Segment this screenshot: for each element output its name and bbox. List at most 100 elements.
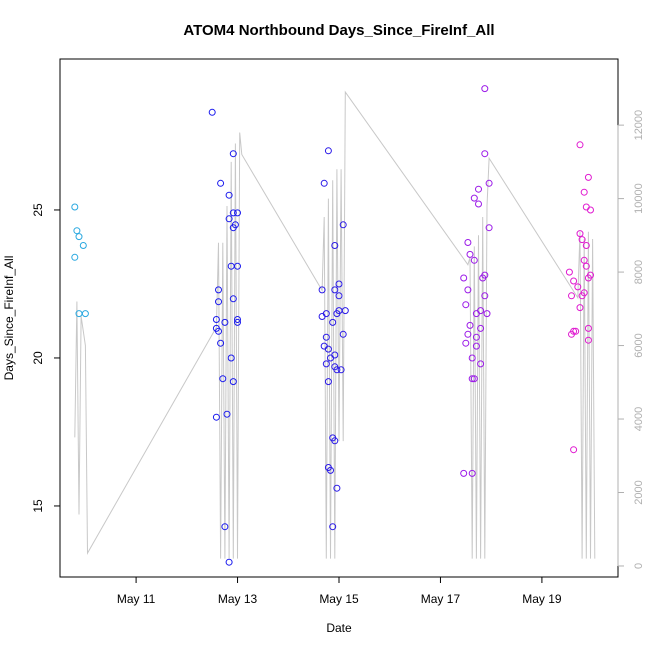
data-point	[217, 179, 225, 187]
data-point	[215, 298, 222, 306]
data-point	[479, 274, 487, 282]
y-tick-label: 20	[31, 351, 45, 365]
y-axis-left: 15 20 25	[31, 203, 60, 513]
data-point	[339, 221, 347, 229]
data-point	[580, 256, 588, 264]
right-axis-line-series	[74, 90, 596, 559]
data-point	[71, 203, 79, 211]
x-tick-label: May 17	[421, 592, 461, 606]
data-point	[329, 318, 337, 326]
data-point	[472, 333, 480, 341]
data-point	[584, 274, 592, 282]
y-axis-right: 0 2000 4000 6000 8000 10000 12000	[617, 110, 645, 569]
data-point	[229, 209, 237, 217]
data-point	[75, 233, 83, 241]
data-point	[320, 179, 328, 187]
data-point	[584, 173, 592, 181]
x-tick-label: May 11	[117, 592, 156, 606]
data-point	[570, 446, 578, 454]
x-tick-label: May 15	[319, 592, 359, 606]
data-point	[221, 523, 229, 531]
data-point	[570, 277, 578, 285]
data-point	[337, 366, 345, 374]
data-point	[472, 342, 480, 350]
y2-tick-label: 0	[633, 563, 645, 569]
data-point	[462, 301, 470, 309]
data-point	[481, 292, 489, 300]
data-point	[327, 354, 334, 362]
data-point	[212, 413, 220, 421]
data-point	[234, 316, 241, 323]
data-point	[79, 242, 87, 249]
data-point	[572, 327, 580, 335]
data-point	[327, 466, 334, 474]
data-point	[468, 469, 476, 477]
data-point	[582, 242, 590, 249]
chart-title: ATOM4 Northbound Days_Since_FireInf_All	[183, 22, 494, 39]
data-point	[470, 375, 478, 383]
data-point	[71, 253, 79, 261]
data-point	[225, 215, 233, 223]
data-point	[576, 141, 584, 149]
data-point	[462, 339, 470, 347]
data-point	[322, 360, 330, 368]
y2-tick-label: 10000	[633, 183, 645, 214]
y-tick-label: 25	[31, 203, 45, 217]
x-tick-label: May 19	[522, 592, 562, 606]
data-point	[229, 150, 237, 158]
data-point	[466, 250, 474, 258]
data-point	[234, 209, 241, 217]
data-point	[329, 523, 337, 531]
data-point	[223, 410, 231, 418]
data-point	[73, 227, 81, 235]
data-point	[582, 203, 590, 211]
data-point	[225, 558, 233, 566]
data-point	[333, 484, 341, 492]
data-point	[341, 307, 349, 315]
data-point	[580, 188, 588, 196]
data-point	[331, 286, 339, 294]
y-tick-label: 15	[31, 499, 45, 513]
y2-tick-label: 12000	[633, 110, 645, 141]
data-point	[331, 242, 339, 249]
data-point	[576, 304, 584, 312]
data-point	[576, 230, 584, 238]
data-point	[322, 333, 330, 341]
line-series-path	[74, 90, 596, 559]
data-point	[574, 283, 582, 291]
data-point	[578, 292, 586, 300]
data-point	[466, 321, 474, 329]
data-point	[215, 327, 222, 335]
data-point	[81, 310, 89, 318]
data-point	[485, 224, 493, 232]
data-point	[234, 262, 241, 270]
data-point	[470, 256, 478, 264]
data-point	[477, 360, 485, 368]
data-point	[464, 330, 472, 338]
data-point	[460, 274, 468, 282]
data-point	[227, 262, 235, 270]
data-point	[468, 354, 476, 362]
data-point	[587, 206, 594, 214]
data-point	[582, 262, 590, 270]
data-point	[225, 191, 233, 199]
data-point	[578, 236, 586, 244]
y-axis-label: Days_Since_FireInf_All	[2, 256, 16, 381]
data-point	[485, 179, 493, 187]
data-point	[584, 336, 592, 344]
y2-tick-label: 6000	[633, 333, 645, 357]
data-point	[475, 200, 482, 208]
data-point	[229, 295, 237, 303]
data-point	[324, 345, 332, 353]
x-axis: May 11 May 13 May 15 May 17 May 19	[117, 577, 562, 606]
data-point	[318, 313, 326, 320]
data-point	[472, 310, 480, 318]
data-point	[468, 375, 476, 383]
data-point	[229, 378, 237, 386]
data-point	[221, 318, 229, 326]
y2-tick-label: 2000	[633, 480, 645, 504]
x-axis-label: Date	[326, 621, 352, 635]
data-point	[565, 268, 573, 276]
data-point	[464, 239, 472, 246]
